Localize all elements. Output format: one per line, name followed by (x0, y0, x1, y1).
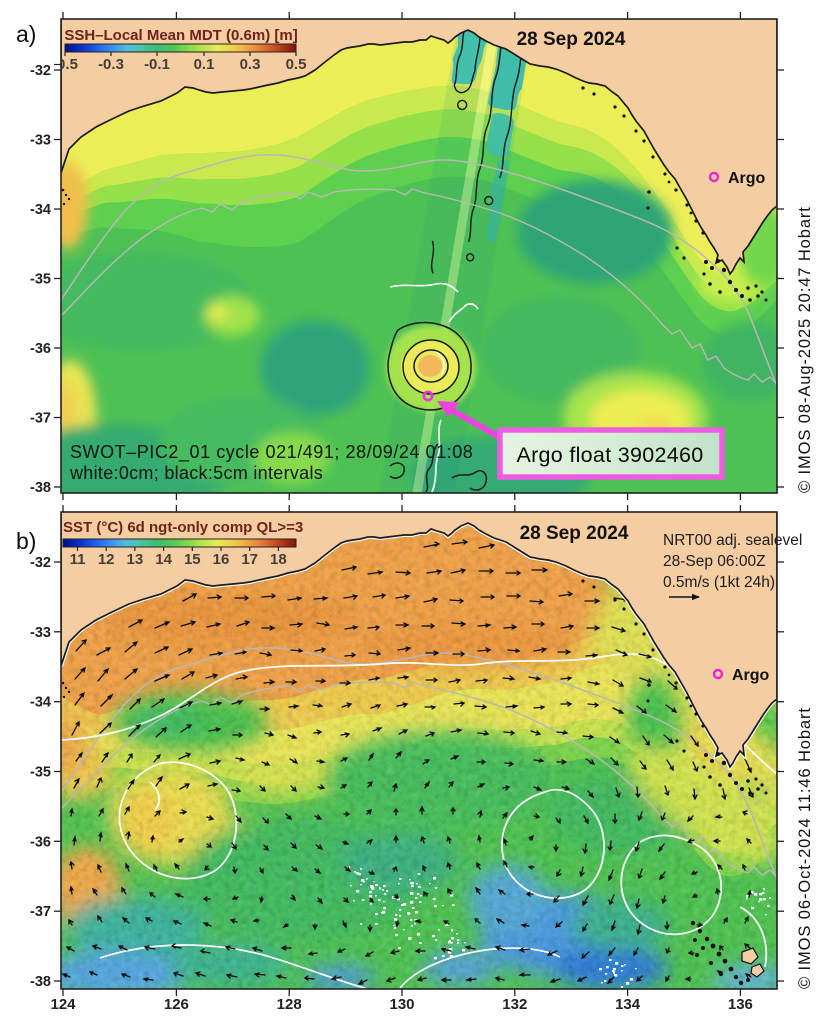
svg-text:-35: -35 (30, 765, 51, 781)
svg-text:-36: -36 (30, 834, 51, 850)
svg-text:b): b) (16, 528, 36, 554)
svg-text:Argo: Argo (728, 170, 766, 187)
svg-text:130: 130 (389, 996, 414, 1013)
svg-text:-0.3: -0.3 (98, 56, 124, 73)
svg-text:124: 124 (50, 996, 76, 1013)
svg-text:-36: -36 (30, 341, 51, 357)
svg-text:16: 16 (213, 551, 230, 568)
svg-text:-38: -38 (30, 480, 51, 496)
svg-text:SSH–Local Mean MDT (0.6m) [m]: SSH–Local Mean MDT (0.6m) [m] (64, 27, 297, 44)
svg-text:-33: -33 (30, 133, 51, 149)
svg-text:128: 128 (277, 996, 302, 1013)
svg-text:a): a) (16, 21, 36, 47)
svg-text:-34: -34 (30, 202, 51, 218)
svg-text:-33: -33 (30, 625, 51, 641)
svg-text:-0.5: -0.5 (52, 56, 78, 73)
svg-text:SST (°C) 6d ngt-only comp QL>=: SST (°C) 6d ngt-only comp QL>=3 (63, 519, 303, 536)
svg-text:-35: -35 (30, 272, 51, 288)
svg-text:© IMOS 08-Aug-2025 20:47 Hobar: © IMOS 08-Aug-2025 20:47 Hobart (796, 206, 814, 493)
svg-text:0.5: 0.5 (286, 56, 307, 73)
svg-text:126: 126 (164, 996, 189, 1013)
svg-text:11: 11 (70, 551, 86, 568)
svg-text:15: 15 (184, 551, 201, 568)
svg-text:134: 134 (615, 996, 641, 1013)
svg-text:SWOT–PIC2_01 cycle 021/491; 28: SWOT–PIC2_01 cycle 021/491; 28/09/24 01:… (70, 442, 473, 463)
svg-text:-37: -37 (30, 904, 51, 920)
svg-text:-0.1: -0.1 (144, 56, 170, 73)
svg-text:NRT00 adj. sealevel: NRT00 adj. sealevel (663, 532, 802, 549)
svg-text:0.3: 0.3 (240, 56, 261, 73)
svg-text:Argo: Argo (732, 667, 770, 684)
svg-text:-32: -32 (30, 555, 51, 571)
svg-text:white:0cm; black:5cm intervals: white:0cm; black:5cm intervals (69, 463, 323, 483)
svg-text:0.1: 0.1 (194, 56, 215, 73)
svg-text:-37: -37 (30, 411, 51, 427)
svg-text:28-Sep 06:00Z: 28-Sep 06:00Z (663, 553, 766, 570)
svg-text:12: 12 (98, 551, 115, 568)
svg-text:-34: -34 (30, 695, 51, 711)
svg-text:28 Sep 2024: 28 Sep 2024 (517, 29, 626, 50)
svg-text:-32: -32 (30, 63, 51, 79)
svg-text:28 Sep 2024: 28 Sep 2024 (520, 523, 629, 544)
svg-text:17: 17 (241, 551, 258, 568)
svg-text:0.5m/s (1kt 24h): 0.5m/s (1kt 24h) (663, 574, 775, 591)
svg-text:136: 136 (728, 996, 753, 1013)
svg-text:14: 14 (155, 551, 172, 568)
svg-text:-38: -38 (30, 974, 51, 990)
svg-text:13: 13 (127, 551, 144, 568)
svg-text:Argo float 3902460: Argo float 3902460 (516, 443, 703, 467)
svg-text:132: 132 (502, 996, 527, 1013)
svg-text:© IMOS 06-Oct-2024 11:46 Hobar: © IMOS 06-Oct-2024 11:46 Hobart (796, 707, 814, 989)
svg-text:18: 18 (270, 551, 287, 568)
